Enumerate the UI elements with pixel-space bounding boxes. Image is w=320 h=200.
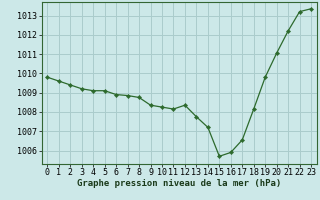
X-axis label: Graphe pression niveau de la mer (hPa): Graphe pression niveau de la mer (hPa) xyxy=(77,179,281,188)
